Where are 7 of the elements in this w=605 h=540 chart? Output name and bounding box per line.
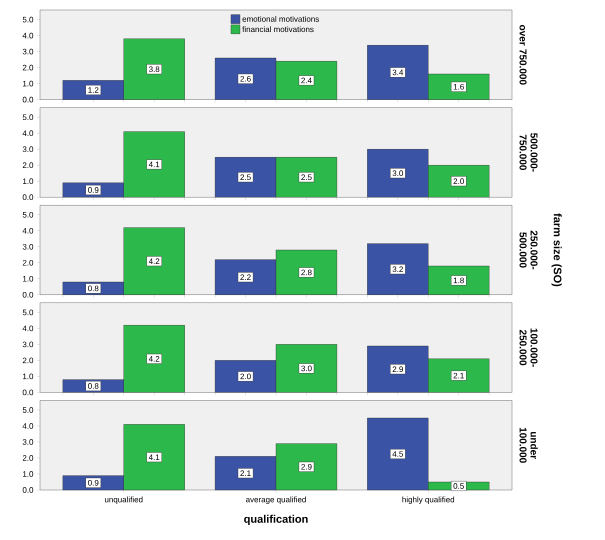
y2-axis-title: 500.000-750.000 (520, 133, 538, 172)
text: farm size (SO) (552, 213, 562, 286)
y2-axis-title: under 100.000 (520, 428, 538, 463)
y2-axis-title: over 750.000 (520, 24, 527, 85)
y2-axis-title: 100.000-250.000 (520, 328, 538, 367)
y2-axis-title: 250.000-500.000 (520, 230, 538, 270)
x-axis-title: qualification (244, 514, 308, 525)
